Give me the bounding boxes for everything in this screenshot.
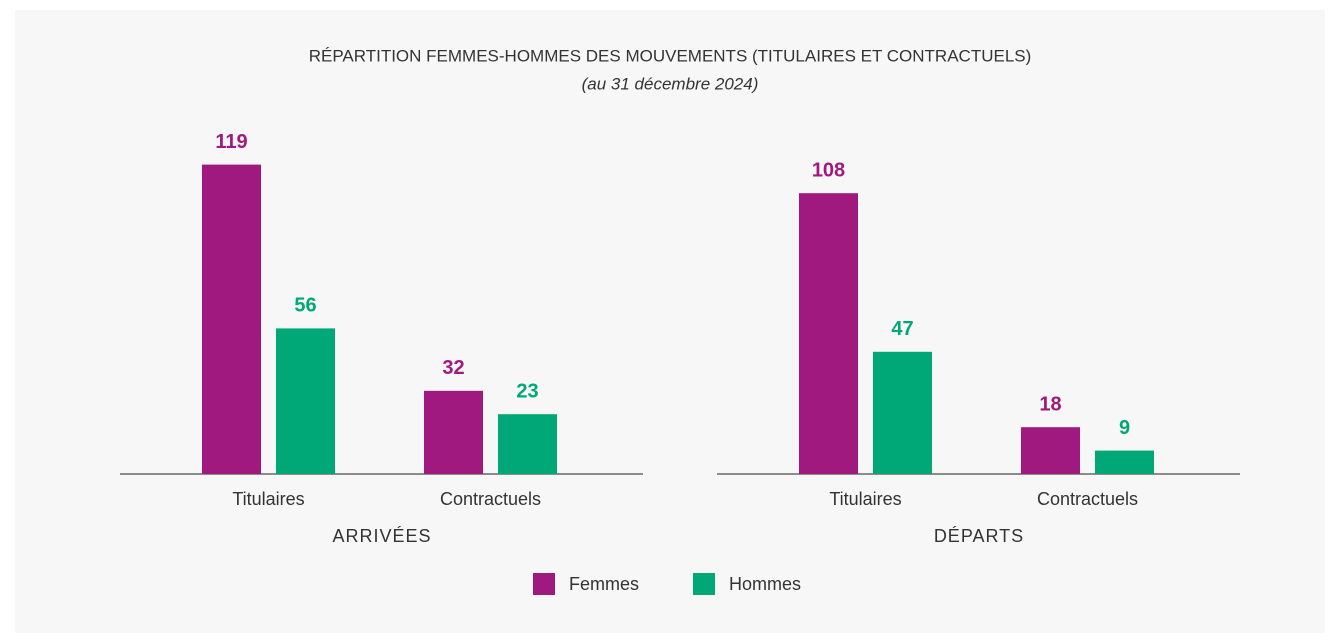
legend-swatch — [533, 573, 555, 595]
bar — [1095, 450, 1154, 474]
legend-label: Femmes — [569, 574, 639, 594]
x-tick-label: Titulaires — [829, 489, 901, 509]
chart-title: RÉPARTITION FEMMES-HOMMES DES MOUVEMENTS… — [309, 46, 1032, 65]
bar — [799, 193, 858, 474]
value-label: 56 — [294, 295, 316, 317]
value-label: 23 — [516, 380, 538, 402]
x-axis-label: ARRIVÉES — [332, 526, 431, 546]
value-label: 47 — [891, 318, 913, 340]
x-tick-label: Contractuels — [440, 489, 541, 509]
bar — [498, 414, 557, 474]
chart-subtitle: (au 31 décembre 2024) — [582, 74, 759, 93]
bar — [1021, 427, 1080, 474]
bar — [276, 328, 335, 474]
bar — [873, 351, 932, 474]
value-label: 9 — [1119, 417, 1130, 439]
bar — [424, 390, 483, 474]
x-tick-label: Titulaires — [232, 489, 304, 509]
legend-swatch — [693, 573, 715, 595]
x-tick-label: Contractuels — [1037, 489, 1138, 509]
value-label: 108 — [812, 159, 845, 181]
x-axis-label: DÉPARTS — [934, 526, 1024, 546]
bar — [202, 164, 261, 474]
value-label: 18 — [1039, 393, 1061, 415]
value-label: 119 — [215, 131, 247, 153]
value-label: 32 — [442, 357, 464, 379]
legend-label: Hommes — [729, 574, 801, 594]
